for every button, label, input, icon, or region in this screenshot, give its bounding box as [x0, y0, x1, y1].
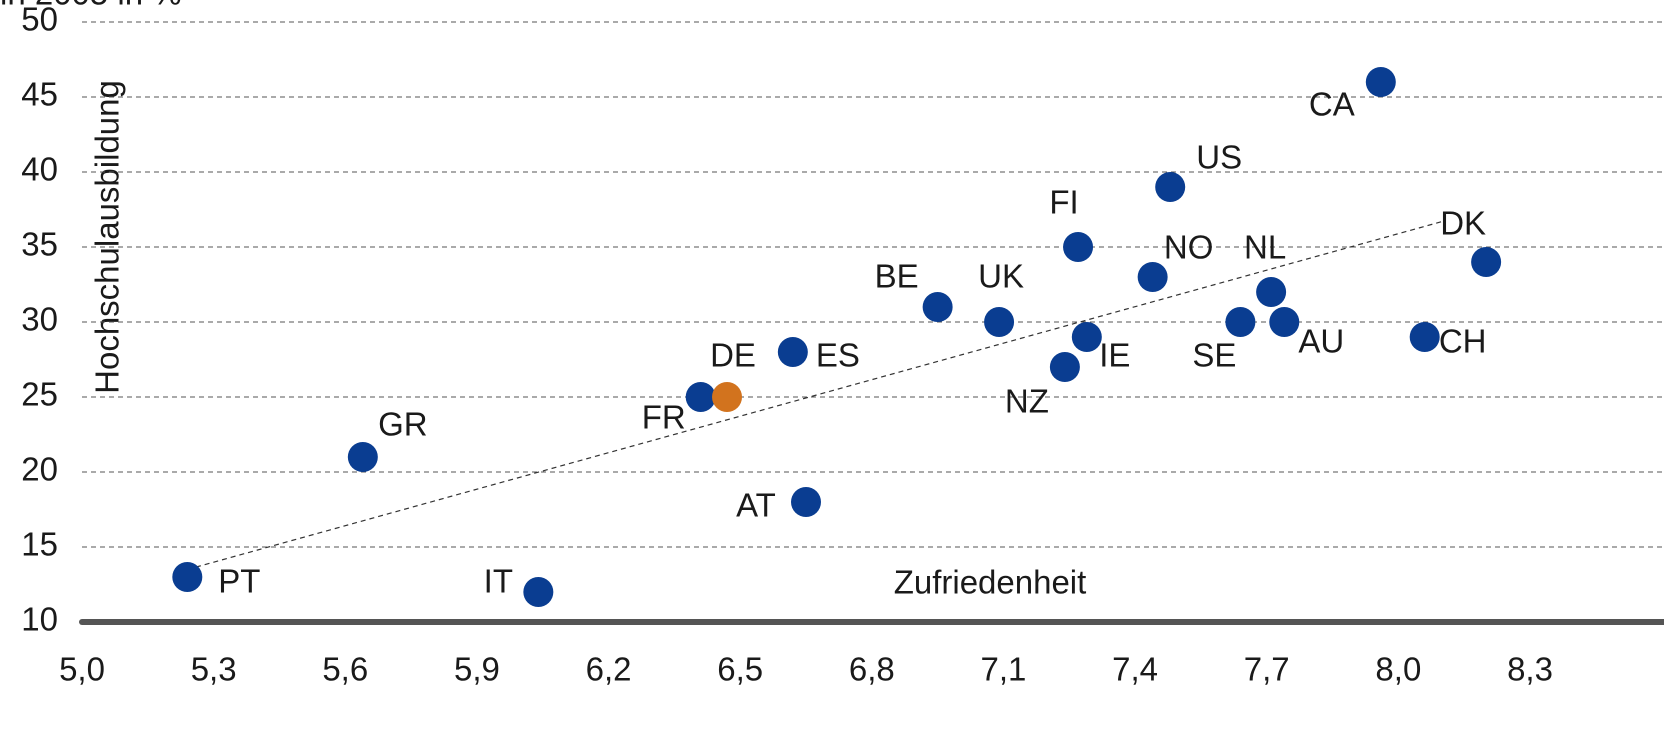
data-point: [1049, 352, 1080, 382]
x-tick-label: 6,2: [586, 651, 632, 688]
data-point: [777, 337, 808, 367]
data-point: [523, 577, 554, 607]
y-tick-label: 10: [21, 601, 58, 638]
point-label: FI: [1049, 184, 1078, 221]
x-tick-label: 5,6: [322, 651, 368, 688]
x-tick-label: 7,4: [1112, 651, 1158, 688]
point-label: AU: [1298, 323, 1344, 360]
x-tick-label: 5,9: [454, 651, 500, 688]
point-label: SE: [1192, 337, 1236, 374]
x-tick-label: 7,7: [1244, 651, 1290, 688]
point-label: IT: [484, 563, 513, 600]
data-point: [1365, 67, 1396, 97]
data-point: [1269, 307, 1300, 337]
data-point: [1155, 172, 1186, 202]
data-point: [347, 442, 378, 472]
y-tick-label: 25: [21, 376, 58, 413]
y-tick-label: 15: [21, 526, 58, 563]
y-tick-label: 40: [21, 151, 58, 188]
x-tick-label: 7,1: [981, 651, 1027, 688]
data-point: [1225, 307, 1256, 337]
data-point: [791, 487, 821, 517]
data-point: [922, 292, 953, 322]
point-label: AT: [736, 487, 776, 524]
data-point: [685, 382, 716, 412]
data-point: [1137, 262, 1168, 292]
y-tick-label: 50: [21, 1, 58, 38]
point-label: IE: [1099, 337, 1130, 374]
data-point: [1063, 232, 1094, 262]
point-label: NO: [1164, 229, 1214, 266]
point-label: CH: [1439, 323, 1487, 360]
data-point: [1071, 322, 1102, 352]
y-tick-label: 35: [21, 226, 58, 263]
x-tick-label: 5,3: [191, 651, 237, 688]
data-point: [984, 307, 1015, 337]
trend-line: [187, 220, 1443, 571]
x-tick-label: 5,0: [59, 651, 105, 688]
data-point: [1471, 247, 1502, 277]
x-tick-label: 6,5: [717, 651, 763, 688]
data-point: [1256, 277, 1287, 307]
chart-subtitle: in 2005 in %: [0, 0, 182, 12]
point-label: FR: [642, 399, 686, 436]
point-label: GR: [378, 406, 428, 443]
point-label: DK: [1440, 205, 1486, 242]
data-point: [712, 382, 743, 412]
point-label: US: [1196, 139, 1242, 176]
data-point: [172, 562, 203, 592]
point-label: NZ: [1005, 383, 1049, 420]
x-tick-label: 6,8: [849, 651, 895, 688]
point-label: BE: [875, 258, 919, 295]
data-point: [1409, 322, 1440, 352]
x-tick-label: 8,0: [1375, 651, 1421, 688]
y-tick-label: 30: [21, 301, 58, 338]
x-tick-label: 8,3: [1507, 651, 1553, 688]
point-label: DE: [710, 337, 756, 374]
y-axis-label: Hochschulausbildung: [89, 80, 126, 394]
x-axis-label: Zufriedenheit: [894, 564, 1087, 601]
y-tick-label: 20: [21, 451, 58, 488]
point-label: UK: [978, 258, 1024, 295]
point-label: CA: [1309, 86, 1355, 123]
point-label: ES: [816, 337, 860, 374]
point-label: PT: [218, 563, 260, 600]
y-tick-label: 45: [21, 76, 58, 113]
point-label: NL: [1244, 229, 1286, 266]
